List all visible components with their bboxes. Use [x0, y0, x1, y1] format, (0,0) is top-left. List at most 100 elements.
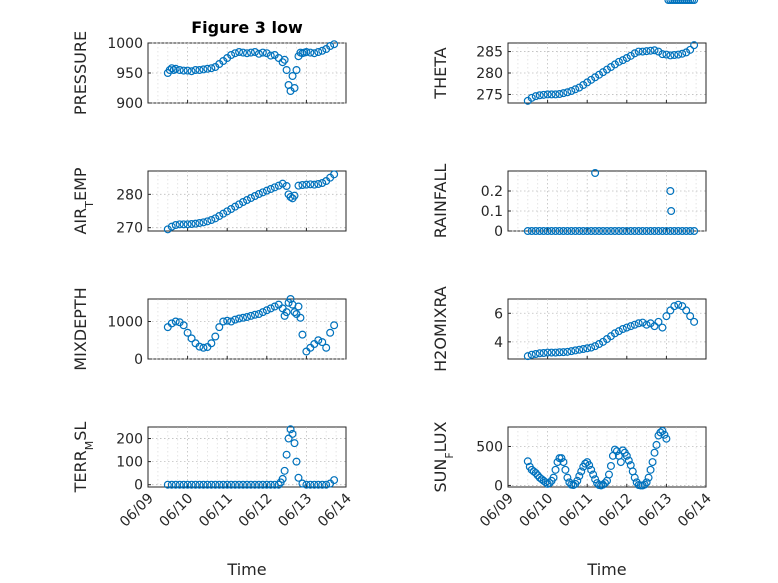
x-tick-label: 06/10: [157, 491, 197, 531]
data-point: [583, 344, 592, 353]
subplot-6: 4 6 H2OMIXRA: [431, 286, 707, 372]
y-tick-label: 0.1: [481, 204, 503, 220]
data-point: [292, 65, 301, 74]
data-point: [591, 73, 600, 82]
data-point: [262, 306, 271, 315]
data-point: [573, 476, 582, 485]
data-point: [179, 321, 188, 330]
x-tick-label: 06/13: [635, 491, 675, 531]
data-point: [195, 65, 204, 74]
data-point: [171, 221, 180, 230]
data-point: [290, 191, 299, 200]
data-point: [610, 60, 619, 69]
y-axis-label: AIRTEMP: [71, 167, 96, 234]
data-point: [246, 311, 255, 320]
data-point: [262, 186, 271, 195]
data-point: [296, 313, 305, 322]
data-point: [239, 313, 248, 322]
data-point: [640, 480, 649, 489]
data-point: [199, 218, 208, 227]
y-tick-label: 900: [116, 96, 143, 112]
data-point: [527, 93, 536, 102]
data-point: [630, 473, 639, 482]
data-point: [306, 480, 315, 489]
data-point: [195, 480, 204, 489]
data-point: [567, 86, 576, 95]
data-point: [254, 190, 263, 199]
data-point: [290, 308, 299, 317]
data-point: [622, 227, 631, 236]
data-point: [195, 342, 204, 351]
y-tick-label: 285: [476, 45, 503, 61]
x-axis-label: Time: [586, 560, 626, 579]
y-axis-label: RAINFALL: [431, 164, 450, 239]
data-point: [648, 458, 657, 467]
x-axis-label: Time: [226, 560, 266, 579]
data-point: [610, 445, 619, 454]
data-point: [231, 202, 240, 211]
data-point: [215, 323, 224, 332]
data-point: [622, 323, 631, 332]
data-point: [294, 181, 303, 190]
data-point: [642, 227, 651, 236]
y-tick-label: 1000: [107, 315, 143, 331]
data-point: [266, 304, 275, 313]
data-point: [535, 227, 544, 236]
data-point: [658, 227, 667, 236]
data-point: [330, 40, 339, 49]
data-point: [258, 308, 267, 317]
data-point: [690, 0, 699, 4]
data-point: [606, 227, 615, 236]
data-point: [666, 227, 675, 236]
data-point: [250, 480, 259, 489]
data-point: [243, 313, 252, 322]
data-point: [235, 200, 244, 209]
data-point: [270, 183, 279, 192]
data-point: [583, 227, 592, 236]
data-point: [535, 349, 544, 358]
data-point: [579, 345, 588, 354]
data-point: [662, 434, 671, 443]
data-point: [330, 321, 339, 330]
data-point: [545, 479, 554, 488]
data-point: [280, 311, 289, 320]
data-point: [616, 458, 625, 467]
data-point: [310, 480, 319, 489]
data-point: [547, 348, 556, 357]
data-point: [670, 50, 679, 59]
data-point: [618, 325, 627, 334]
y-axis-label: H2OMIXRA: [431, 286, 450, 372]
data-point: [614, 227, 623, 236]
data-point: [266, 51, 275, 60]
data-point: [215, 480, 224, 489]
data-point: [589, 470, 598, 479]
data-point: [280, 55, 289, 64]
data-point: [288, 429, 297, 438]
data-point: [183, 220, 192, 229]
data-point: [191, 65, 200, 74]
data-point: [539, 227, 548, 236]
data-point: [278, 179, 287, 188]
data-point: [243, 480, 252, 489]
data-point: [183, 480, 192, 489]
data-point: [678, 227, 687, 236]
data-point: [662, 227, 671, 236]
data-point: [175, 65, 184, 74]
data-point: [606, 461, 615, 470]
data-point: [284, 298, 293, 307]
data-point: [239, 198, 248, 207]
data-point: [690, 317, 699, 326]
data-point: [599, 227, 608, 236]
data-point: [290, 83, 299, 92]
subplot-4: 0 0.1 0.2 RAINFALL: [431, 164, 707, 240]
data-point: [266, 185, 275, 194]
data-point: [622, 53, 631, 62]
data-point: [591, 342, 600, 351]
data-point: [667, 207, 676, 216]
data-point: [555, 348, 564, 357]
data-point: [662, 50, 671, 59]
data-point: [575, 227, 584, 236]
data-point: [650, 448, 659, 457]
data-point: [243, 196, 252, 205]
data-point: [549, 473, 558, 482]
